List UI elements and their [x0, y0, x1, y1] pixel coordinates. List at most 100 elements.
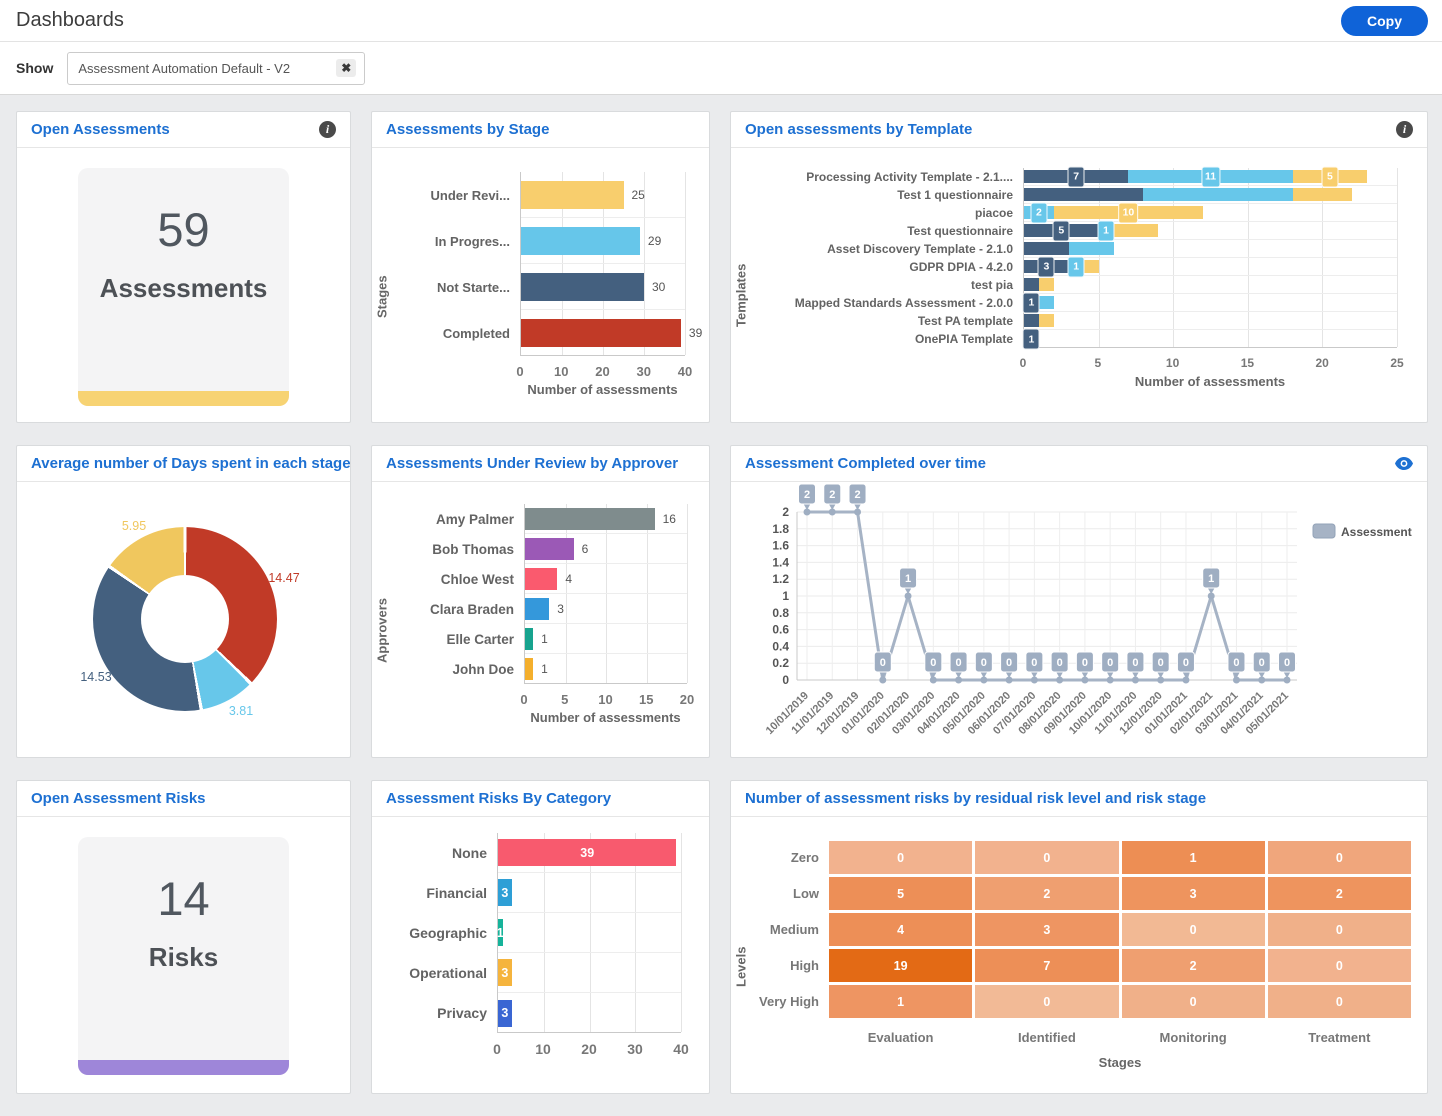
row-label: Low: [793, 886, 819, 901]
segment-value-label: 1: [1022, 328, 1040, 350]
panel-title: Assessment Risks By Category: [386, 790, 612, 807]
svg-text:0: 0: [1082, 657, 1088, 669]
x-tick-label: 0: [516, 364, 524, 379]
x-tick-label: 10: [554, 364, 569, 379]
bar-row: 1: [525, 654, 687, 684]
bar-value-label: 1: [541, 631, 548, 646]
panel-header: Open assessments by Template i: [731, 112, 1427, 148]
svg-text:0: 0: [1031, 657, 1037, 669]
category-label: Financial: [426, 885, 487, 901]
chart-plot-row: Amy Palmer Bob Thomas Chloe West Clara Brad…: [392, 504, 688, 684]
heatmap: Levels Zero Low Medium High Very High 0 0 1 0 5 2 3 2…: [731, 817, 1427, 1093]
info-icon[interactable]: i: [319, 121, 336, 138]
svg-text:0: 0: [956, 657, 962, 669]
stacked-bar-row: 2 10: [1024, 202, 1397, 223]
x-axis-title: Stages: [1098, 1055, 1142, 1070]
column-label: Monitoring: [1159, 1030, 1227, 1045]
svg-text:0: 0: [880, 657, 886, 669]
heatmap-cell: 3: [1121, 877, 1265, 910]
stacked-bar-row: 1: [1022, 328, 1397, 350]
eye-icon[interactable]: [1395, 457, 1413, 470]
bar-value-label: 3: [501, 885, 509, 900]
bar: [525, 627, 534, 650]
bar-value-label: 4: [565, 571, 573, 586]
bar-row: 25: [521, 172, 685, 218]
heatmap-cell: 0: [1121, 985, 1265, 1018]
heatmap-cell: 5: [829, 877, 973, 910]
heatmap-cell: 0: [975, 841, 1119, 874]
category-label: Chloe West: [440, 571, 514, 587]
grid-line: [687, 504, 688, 683]
grid-line: [589, 833, 591, 1032]
svg-text:1.6: 1.6: [772, 539, 789, 553]
svg-text:0: 0: [1057, 657, 1063, 669]
svg-text:2: 2: [829, 489, 835, 501]
panel-title: Average number of Days spent in each sta…: [31, 455, 351, 472]
x-tick-label: 30: [636, 364, 651, 379]
metric-unit: Risks: [148, 942, 219, 972]
svg-text:0: 0: [1233, 657, 1239, 669]
x-tick-label: 40: [677, 364, 693, 379]
segment-value-label: 7: [1067, 166, 1085, 187]
heatmap-cell: 0: [1267, 913, 1411, 946]
bar-value-label: 1: [541, 662, 548, 676]
panel-open-assessments-by-template: Open assessments by Template i Templates…: [730, 111, 1428, 423]
segment-value-label: 3: [1037, 256, 1055, 277]
bar: [525, 567, 558, 590]
bar-row: 3: [525, 594, 687, 624]
panel-header: Number of assessment risks by residual r…: [731, 781, 1427, 817]
risk-heatmap-chart: Levels Zero Low Medium High Very High 0 0 1 0 5 2 3 2…: [731, 817, 1427, 1093]
bar-segment: [1038, 296, 1054, 309]
clear-selection-icon[interactable]: ✖: [336, 59, 357, 77]
dashboard-grid: Open Assessments i 59 Assessments Assess…: [0, 95, 1442, 1110]
x-tick-label: 5: [1094, 356, 1102, 370]
panel-completed-over-time: Assessment Completed over time 0 0.2 0.4 0.…: [730, 445, 1428, 758]
category-label: GDPR DPIA - 4.2.0: [909, 260, 1013, 274]
info-icon[interactable]: i: [1396, 121, 1413, 138]
column-labels: Evaluation Identified Monitoring Treatment: [829, 1018, 1411, 1045]
x-tick-label: 20: [1315, 356, 1329, 370]
panel-under-review-by-approver: Assessments Under Review by Approver App…: [371, 445, 710, 758]
grid-line: [1397, 168, 1398, 347]
heatmap-cells: 0 0 1 0 5 2 3 2 4 3 0 0 19 7 2 0 1 0 0 0: [829, 841, 1411, 1018]
x-tick-label: 0: [1019, 356, 1027, 370]
bar-row: 4: [525, 564, 687, 594]
column-label: Evaluation: [867, 1030, 934, 1045]
bar-segment: [1292, 188, 1353, 201]
bar-row: 3: [498, 953, 681, 993]
bar-chart: None Financial Geographic Operational Privac…: [372, 817, 709, 1093]
panel-open-assessments: Open Assessments i 59 Assessments: [16, 111, 351, 423]
category-label: Test questionnaire: [907, 224, 1013, 238]
bar-chart: Approvers Amy Palmer Bob Thomas Chloe West C…: [372, 482, 709, 757]
svg-text:0.8: 0.8: [772, 606, 789, 620]
stacked-bar-row: [1024, 186, 1397, 204]
copy-button[interactable]: Copy: [1341, 5, 1428, 36]
stacked-bar-row: 7 11 5: [1024, 166, 1397, 187]
bar: 39: [498, 839, 677, 866]
panel-open-assessment-risks: Open Assessment Risks 14 Risks: [16, 780, 351, 1094]
bar: 3: [498, 879, 512, 906]
dashboard-select[interactable]: Assessment Automation Default - V2 ✖: [67, 51, 366, 85]
assessments-by-template-chart: Templates Processing Activity Template - …: [731, 148, 1427, 422]
heatmap-cell: 7: [975, 949, 1119, 982]
slice-value-label: 5.95: [121, 519, 147, 533]
stacked-bar-row: [1024, 240, 1397, 258]
bar-value-label: 39: [688, 326, 703, 340]
segment-value-label: 1: [1067, 256, 1085, 277]
panel-body: 14 Risks: [17, 817, 350, 1093]
metric-card: 14 Risks: [78, 837, 289, 1075]
x-axis: 0 10 20 30 40: [493, 1033, 689, 1059]
panel-assessments-by-stage: Assessments by Stage Stages Under Revi...…: [371, 111, 710, 423]
y-axis-title: Approvers: [374, 597, 390, 664]
category-label: Processing Activity Template - 2.1....: [806, 170, 1013, 184]
x-tick-label: 15: [639, 692, 654, 707]
bar-value-label: 6: [581, 541, 589, 556]
segment-value-label: 10: [1118, 202, 1139, 223]
svg-text:0: 0: [1284, 657, 1290, 669]
bar-row: 1: [525, 624, 687, 654]
segment-value-label: 11: [1200, 166, 1221, 187]
bar-segment: [1113, 224, 1159, 237]
bar-row: 1: [497, 913, 681, 953]
bar: 3: [498, 959, 512, 986]
